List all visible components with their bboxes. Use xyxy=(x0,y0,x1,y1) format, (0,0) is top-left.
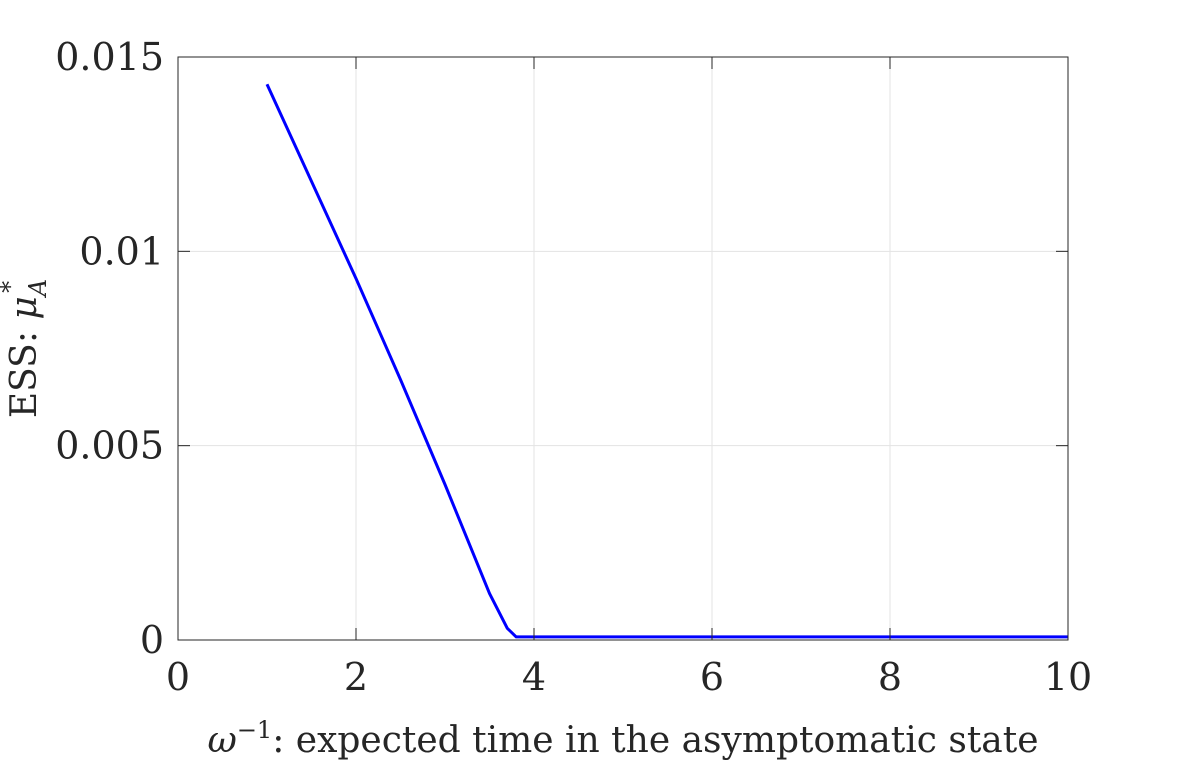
y-tick-label: 0 xyxy=(140,618,164,662)
y-axis-symbol: μ xyxy=(4,296,45,319)
y-tick-label: 0.015 xyxy=(55,35,164,79)
x-tick-label: 0 xyxy=(166,655,190,699)
x-tick-label: 2 xyxy=(344,655,368,699)
y-axis-subscript: A xyxy=(24,279,52,298)
x-axis-text: : expected time in the asymptomatic stat… xyxy=(272,720,1038,761)
grid-lines xyxy=(177,56,1069,641)
x-tick-label: 8 xyxy=(878,655,902,699)
x-axis-label: ω−1: expected time in the asymptomatic s… xyxy=(207,716,1038,761)
series-layer xyxy=(265,83,1068,639)
x-tick-label: 4 xyxy=(522,655,546,699)
series-line xyxy=(265,83,1068,639)
x-tick-label: 6 xyxy=(700,655,724,699)
y-axis-superscript: * xyxy=(0,281,24,293)
y-axis-label: ESS: μA* xyxy=(0,279,52,418)
y-axis-prefix: ESS: xyxy=(4,320,45,419)
y-axis-label-group: ESS: μA* xyxy=(0,279,52,418)
plot-area-border xyxy=(177,56,1069,641)
tick-labels: 0 2 4 6 8 10 0 0.005 0.01 0.015 xyxy=(55,35,1092,699)
x-tick-label: 10 xyxy=(1044,655,1092,699)
x-axis-symbol: ω xyxy=(207,720,236,761)
y-tick-label: 0.005 xyxy=(55,424,164,468)
y-tick-label: 0.01 xyxy=(79,229,164,273)
x-axis-superscript: −1 xyxy=(237,716,272,744)
axis-ticks xyxy=(177,56,1069,641)
